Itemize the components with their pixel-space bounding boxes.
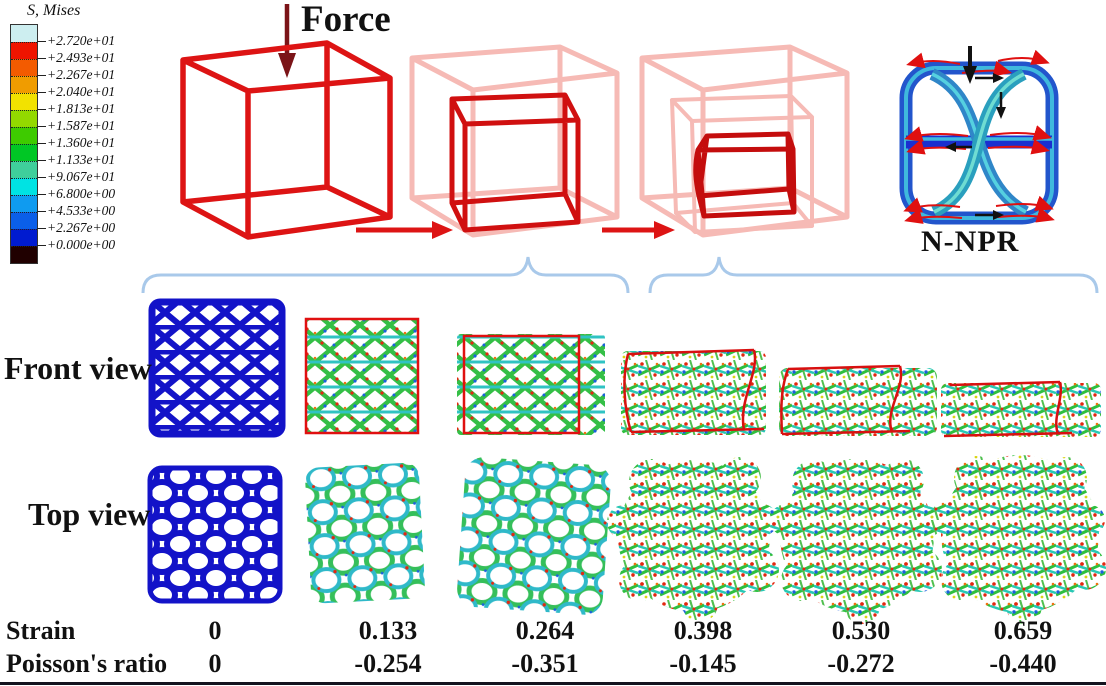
legend-band <box>11 246 37 263</box>
strain-value: 0.133 <box>358 616 418 645</box>
brace-left <box>141 256 630 294</box>
cube-stage2 <box>409 44 620 238</box>
legend-band <box>11 42 37 59</box>
poisson-value: -0.351 <box>511 649 579 678</box>
top-view-row-label: Top view <box>28 496 151 532</box>
stress-legend-colorbar <box>10 24 38 264</box>
top-view-strain-0133 <box>305 462 425 604</box>
figure-bottom-rule <box>0 682 1106 685</box>
legend-band <box>11 110 37 127</box>
legend-tick: +6.800e+00 <box>37 186 115 202</box>
stress-legend-title: S, Mises <box>27 2 81 19</box>
top-view-strain-0530 <box>770 459 942 624</box>
force-label: Force <box>301 0 391 40</box>
legend-tick: +2.493e+01 <box>37 50 115 66</box>
poisson-value: 0 <box>208 649 222 678</box>
legend-band <box>11 93 37 110</box>
cube-undeformed <box>180 40 393 240</box>
front-view-strain-0133 <box>304 317 420 435</box>
poisson-value: -0.272 <box>827 649 895 678</box>
strain-row-label: Strain <box>6 616 76 645</box>
legend-band <box>11 59 37 76</box>
legend-band <box>11 229 37 246</box>
legend-band <box>11 161 37 178</box>
nnpr-label: N-NPR <box>921 225 1020 258</box>
legend-tick: +1.587e+01 <box>37 118 115 134</box>
nnpr-black-arrow-icons <box>945 46 1006 220</box>
front-view-strain-0398 <box>621 348 766 435</box>
nnpr-structure <box>899 46 1059 225</box>
legend-tick: +1.133e+01 <box>37 152 115 168</box>
strain-value: 0.530 <box>831 616 891 645</box>
top-view-strain-0398 <box>607 457 779 622</box>
top-view-strain-0 <box>147 465 283 604</box>
front-view-row-label: Front view <box>4 350 152 386</box>
front-view-strain-0530 <box>779 364 937 436</box>
compression-arrow-icon-1 <box>356 221 453 239</box>
force-arrow-icon <box>278 4 296 78</box>
legend-tick: +4.533e+00 <box>37 203 115 219</box>
brace-right <box>648 256 1099 294</box>
poisson-value: -0.145 <box>669 649 737 678</box>
strain-value: 0 <box>208 616 222 645</box>
poisson-value: -0.440 <box>989 649 1057 678</box>
legend-tick: +2.267e+00 <box>37 220 115 236</box>
legend-band <box>11 25 37 42</box>
legend-band <box>11 195 37 212</box>
legend-tick: +1.813e+01 <box>37 101 115 117</box>
legend-tick: +2.267e+01 <box>37 67 115 83</box>
strain-value: 0.659 <box>993 616 1053 645</box>
top-view-strain-0659 <box>930 455 1106 624</box>
legend-band <box>11 76 37 93</box>
legend-band <box>11 178 37 195</box>
front-view-strain-0659 <box>941 380 1101 438</box>
poisson-row-label: Poisson's ratio <box>6 649 168 678</box>
legend-tick: +0.000e+00 <box>37 237 115 253</box>
nnpr-red-arrow-icons <box>903 49 1055 224</box>
front-view-strain-0264 <box>457 334 605 435</box>
compression-arrow-icon-2 <box>602 221 675 239</box>
legend-band <box>11 144 37 161</box>
legend-tick: +9.067e+01 <box>37 169 115 185</box>
strain-value: 0.398 <box>673 616 733 645</box>
strain-value: 0.264 <box>515 616 575 645</box>
top-view-strain-0264 <box>457 457 611 615</box>
legend-band <box>11 212 37 229</box>
legend-tick: +1.360e+01 <box>37 135 115 151</box>
cube-stage3 <box>639 44 850 238</box>
legend-band <box>11 127 37 144</box>
poisson-value: -0.254 <box>354 649 422 678</box>
front-view-strain-0 <box>148 298 286 438</box>
legend-tick: +2.720e+01 <box>37 33 115 49</box>
legend-tick: +2.040e+01 <box>37 84 115 100</box>
